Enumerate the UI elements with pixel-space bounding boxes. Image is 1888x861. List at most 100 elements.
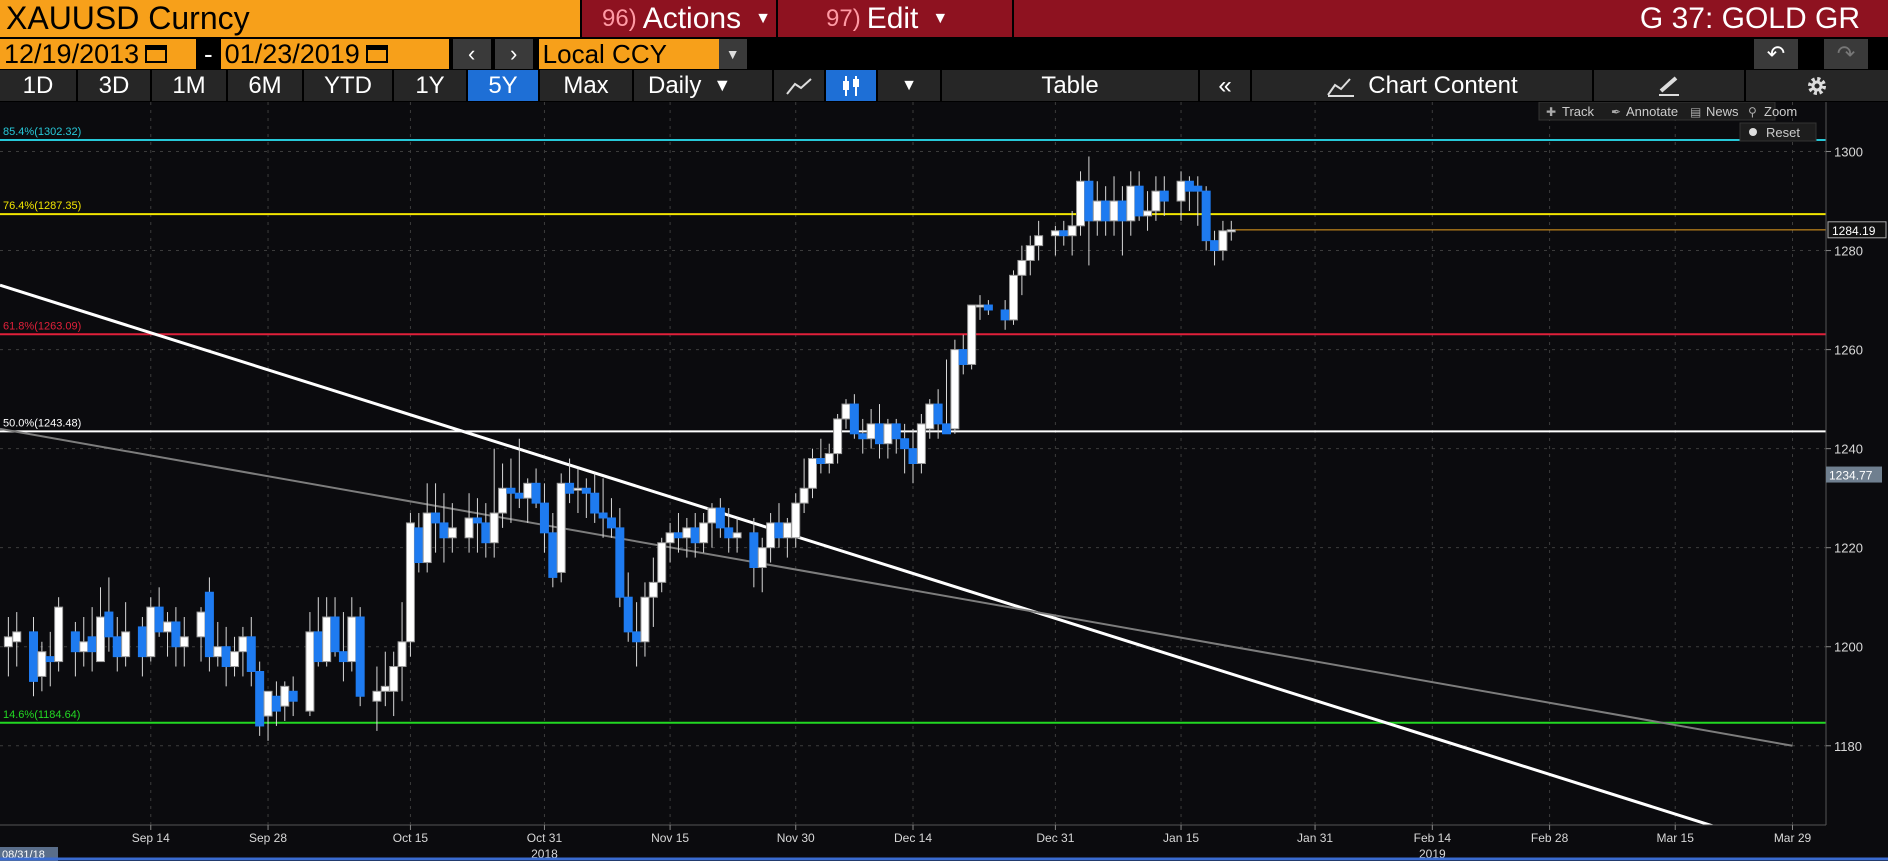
candle-body <box>648 581 658 598</box>
edit-menu[interactable]: 97) Edit ▼ <box>776 0 1012 37</box>
chart-tools: Track Annotate News Zoom ✚ ✒ ▤ ⚲ Reset <box>1538 102 1817 142</box>
chevron-down-icon: ▼ <box>932 9 949 27</box>
collapse-icon[interactable]: « <box>1200 70 1252 101</box>
candle-body <box>1092 200 1102 222</box>
chevron-down-icon[interactable]: ▼ <box>718 39 747 69</box>
candle-body <box>1201 190 1211 242</box>
candle-body <box>774 522 784 539</box>
candle-down <box>933 389 943 439</box>
previous-button[interactable]: ‹ <box>452 39 491 69</box>
candle-body <box>489 512 499 544</box>
candle-body <box>389 666 399 692</box>
candle-body <box>163 621 173 633</box>
candle-up <box>1025 235 1035 276</box>
candle-up <box>640 582 650 657</box>
candle-body <box>397 641 407 668</box>
table-button[interactable]: Table <box>942 70 1200 101</box>
trendline <box>0 427 1793 747</box>
candle-body <box>908 448 918 464</box>
candle-up <box>824 443 834 474</box>
zoom-button[interactable]: Zoom <box>1764 104 1797 119</box>
annotate-button[interactable]: Annotate <box>1626 104 1678 119</box>
price-chart[interactable]: 85.4%(1302.32) 76.4%(1287.35) 61.8%(1263.0… <box>0 102 1888 861</box>
candle-body <box>196 611 206 638</box>
candle-up <box>1226 220 1236 241</box>
candle-body <box>766 522 776 549</box>
edit-chart-icon[interactable] <box>1594 70 1746 101</box>
candle-up <box>447 503 457 553</box>
candle-body <box>640 596 650 643</box>
candle-up <box>916 413 926 474</box>
currency-select[interactable]: Local CCY <box>538 39 719 69</box>
period-1d[interactable]: 1D <box>0 70 78 101</box>
reset-button[interactable]: Reset <box>1766 125 1800 140</box>
chart-content-button[interactable]: Chart Content <box>1252 70 1594 101</box>
news-button[interactable]: News <box>1706 104 1739 119</box>
end-date-field[interactable]: 01/23/2019 <box>220 39 449 69</box>
candle-down <box>715 498 725 538</box>
candle-down <box>154 587 164 637</box>
x-tick-label: Dec 14 <box>894 831 932 845</box>
candle-body <box>1101 200 1111 222</box>
x-tick-label: Oct 15 <box>393 831 429 845</box>
track-button[interactable]: Track <box>1562 104 1595 119</box>
candle-body <box>1159 190 1169 202</box>
candle-body <box>1059 230 1069 237</box>
candle-body <box>590 492 600 514</box>
period-3d[interactable]: 3D <box>78 70 152 101</box>
redo-icon[interactable]: ↷ <box>1824 39 1868 69</box>
candle-up <box>1034 220 1044 261</box>
calendar-icon[interactable] <box>145 45 168 63</box>
candle-body <box>1009 274 1019 321</box>
period-1m[interactable]: 1M <box>152 70 228 101</box>
candle-body <box>472 517 482 524</box>
date-separator: - <box>196 39 221 69</box>
candle-body <box>1017 259 1027 276</box>
candle-up <box>833 413 843 464</box>
x-tick-label: Jan 15 <box>1163 831 1199 845</box>
line-chart-icon[interactable] <box>774 70 826 101</box>
candle-up <box>489 448 499 558</box>
y-tick-label: 1220 <box>1834 541 1863 556</box>
candle-body <box>146 606 156 658</box>
candle-body <box>531 482 541 504</box>
trendlines <box>0 229 1826 832</box>
ticker-field[interactable]: XAUUSD Curncy <box>0 0 580 37</box>
frequency-dropdown[interactable]: Daily ▼ <box>634 70 774 101</box>
candle-body <box>280 685 290 707</box>
candle-body <box>481 522 491 544</box>
start-date-field[interactable]: 12/19/2013 <box>0 39 196 69</box>
next-button[interactable]: › <box>494 39 533 69</box>
news-icon: ▤ <box>1690 105 1701 119</box>
chart-content-icon <box>1327 77 1355 97</box>
chart-tools-bar <box>1538 102 1776 121</box>
period-1y[interactable]: 1Y <box>394 70 468 101</box>
candle-body <box>1210 240 1220 252</box>
candle-up <box>305 612 315 717</box>
top-menu-bar: XAUUSD Curncy 96) Actions ▼ 97) Edit ▼ G… <box>0 0 1888 37</box>
candle-up <box>1009 270 1019 325</box>
chevron-down-icon[interactable]: ▼ <box>878 70 942 101</box>
candle-body <box>883 423 893 445</box>
candlestick-icon[interactable] <box>826 70 878 101</box>
candle-down <box>983 300 993 315</box>
candle-down <box>431 483 441 553</box>
candle-body <box>447 527 457 539</box>
candle-body <box>565 482 575 494</box>
y-tick-label: 1260 <box>1834 343 1863 358</box>
candle-body <box>121 631 131 658</box>
reset-icon <box>1749 128 1757 136</box>
x-axis-background <box>0 825 1888 861</box>
candle-body <box>615 527 625 598</box>
calendar-icon[interactable] <box>365 45 388 63</box>
graph-title: G 37: GOLD GR <box>1012 0 1888 37</box>
settings-gear-icon[interactable] <box>1746 70 1888 101</box>
period-5y[interactable]: 5Y <box>468 70 540 101</box>
actions-menu[interactable]: 96) Actions ▼ <box>580 0 776 37</box>
undo-icon[interactable]: ↶ <box>1754 39 1798 69</box>
period-max[interactable]: Max <box>540 70 634 101</box>
period-ytd[interactable]: YTD <box>304 70 394 101</box>
y-axis: 1180 1200 1220 1240 1260 1280 1300 1284.19 1234.… <box>1825 102 1888 861</box>
candle-up <box>732 517 742 553</box>
period-6m[interactable]: 6M <box>228 70 304 101</box>
